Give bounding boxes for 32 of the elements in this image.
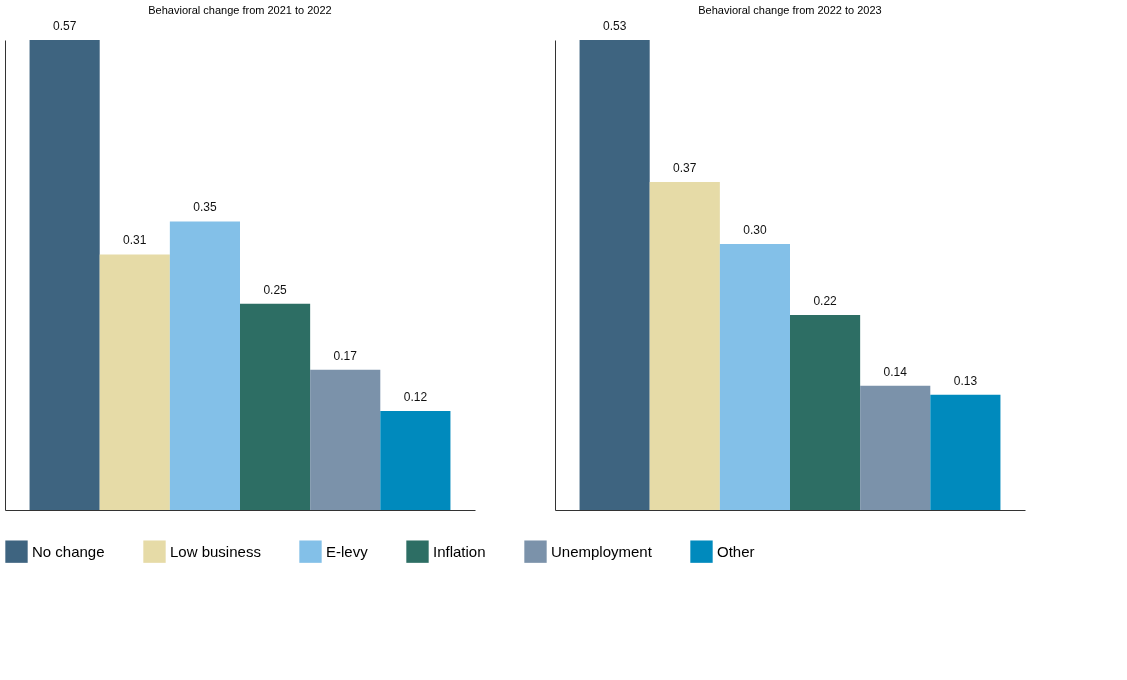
data-label: 0.57 — [52, 19, 77, 33]
bar — [719, 243, 790, 510]
legend-label: Low business — [170, 542, 261, 560]
data-label: 0.22 — [813, 293, 838, 308]
bar — [860, 385, 931, 510]
bar — [240, 303, 311, 510]
data-label: 0.25 — [263, 282, 288, 297]
data-label: 0.37 — [673, 160, 697, 175]
bar — [930, 394, 1001, 510]
data-label: 0.35 — [193, 200, 217, 215]
legend-label: Inflation — [433, 542, 486, 560]
bar — [380, 411, 451, 510]
legend-label: E-levy — [326, 542, 369, 560]
data-label: 0.53 — [602, 19, 627, 33]
legend-label: Unemployment — [551, 542, 653, 560]
bar — [99, 254, 170, 510]
data-label: 0.30 — [743, 222, 767, 237]
bar — [310, 369, 381, 510]
bar — [29, 40, 100, 510]
bar — [790, 314, 861, 510]
data-label: 0.31 — [123, 233, 147, 248]
data-label: 0.14 — [883, 364, 908, 379]
legend-label: No change — [32, 542, 105, 560]
data-label: 0.17 — [333, 348, 358, 363]
legend-label: Other — [717, 542, 755, 560]
chart-title: Behavioral change from 2021 to 2022 — [148, 4, 332, 16]
data-label: 0.13 — [953, 373, 978, 388]
bar — [649, 181, 720, 510]
chart-title: Behavioral change from 2022 to 2023 — [698, 4, 882, 16]
data-label: 0.12 — [403, 390, 428, 405]
bar — [169, 221, 240, 510]
bar — [579, 40, 650, 510]
